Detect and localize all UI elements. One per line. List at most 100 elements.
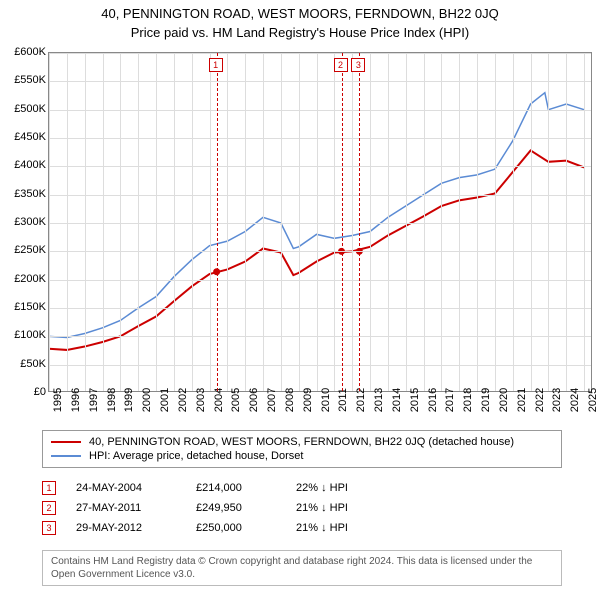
gridline-v	[210, 53, 211, 391]
x-axis-label: 1996	[70, 388, 82, 412]
sales-pct: 22% ↓ HPI	[296, 482, 396, 494]
sales-price: £250,000	[196, 522, 276, 534]
gridline-v	[49, 53, 50, 391]
gridline-v	[85, 53, 86, 391]
y-axis-label: £600K	[2, 46, 46, 58]
gridline-h	[49, 365, 591, 366]
gridline-h	[49, 223, 591, 224]
sales-row: 2 27-MAY-2011 £249,950 21% ↓ HPI	[42, 498, 396, 518]
marker-box-1: 1	[209, 58, 223, 72]
gridline-v	[227, 53, 228, 391]
x-axis-label: 2003	[195, 388, 207, 412]
x-axis-label: 2016	[427, 388, 439, 412]
gridline-v	[531, 53, 532, 391]
legend-row-1: 40, PENNINGTON ROAD, WEST MOORS, FERNDOW…	[51, 435, 553, 449]
gridline-v	[441, 53, 442, 391]
x-axis-label: 2025	[587, 388, 599, 412]
x-axis-label: 1999	[123, 388, 135, 412]
gridline-v	[513, 53, 514, 391]
marker-line	[342, 53, 343, 391]
sales-num-box: 3	[42, 521, 56, 535]
gridline-v	[370, 53, 371, 391]
x-axis-label: 2020	[498, 388, 510, 412]
legend-line-red	[51, 441, 81, 443]
y-axis-label: £500K	[2, 103, 46, 115]
gridline-v	[192, 53, 193, 391]
gridline-v	[120, 53, 121, 391]
gridline-v	[495, 53, 496, 391]
x-axis-label: 1998	[106, 388, 118, 412]
gridline-v	[138, 53, 139, 391]
gridline-v	[424, 53, 425, 391]
x-axis-label: 2018	[462, 388, 474, 412]
y-axis-label: £100K	[2, 329, 46, 341]
x-axis-label: 2019	[480, 388, 492, 412]
gridline-v	[406, 53, 407, 391]
gridline-h	[49, 251, 591, 252]
gridline-v	[174, 53, 175, 391]
gridline-h	[49, 308, 591, 309]
sales-pct: 21% ↓ HPI	[296, 522, 396, 534]
x-axis-label: 2017	[444, 388, 456, 412]
marker-line	[359, 53, 360, 391]
sales-num-box: 2	[42, 501, 56, 515]
x-axis-label: 2001	[159, 388, 171, 412]
y-axis-label: £300K	[2, 216, 46, 228]
chart-container: 40, PENNINGTON ROAD, WEST MOORS, FERNDOW…	[0, 0, 600, 590]
sales-pct: 21% ↓ HPI	[296, 502, 396, 514]
gridline-v	[548, 53, 549, 391]
plot-svg	[49, 53, 591, 391]
gridline-v	[281, 53, 282, 391]
gridline-v	[477, 53, 478, 391]
footer-note: Contains HM Land Registry data © Crown c…	[42, 550, 562, 586]
marker-box-2: 2	[334, 58, 348, 72]
marker-box-3: 3	[351, 58, 365, 72]
legend-label-2: HPI: Average price, detached house, Dors…	[89, 450, 303, 462]
x-axis-label: 1995	[52, 388, 64, 412]
y-axis-label: £200K	[2, 273, 46, 285]
sales-price: £249,950	[196, 502, 276, 514]
gridline-v	[263, 53, 264, 391]
y-axis-label: £400K	[2, 159, 46, 171]
y-axis-label: £450K	[2, 131, 46, 143]
sales-row: 124-MAY-2004£214,00022% ↓ HPI	[42, 478, 396, 498]
marker-line	[217, 53, 218, 391]
gridline-v	[299, 53, 300, 391]
x-axis-label: 2002	[177, 388, 189, 412]
gridline-h	[49, 53, 591, 54]
x-axis-label: 2006	[248, 388, 260, 412]
chart-title: 40, PENNINGTON ROAD, WEST MOORS, FERNDOW…	[0, 0, 600, 23]
x-axis-label: 2007	[266, 388, 278, 412]
gridline-v	[103, 53, 104, 391]
gridline-h	[49, 336, 591, 337]
x-axis-label: 2008	[284, 388, 296, 412]
x-axis-label: 2010	[320, 388, 332, 412]
gridline-v	[584, 53, 585, 391]
x-axis-label: 2012	[355, 388, 367, 412]
sales-row: 329-MAY-2012£250,00021% ↓ HPI	[42, 518, 396, 538]
x-axis-label: 2013	[373, 388, 385, 412]
y-axis-label: £350K	[2, 188, 46, 200]
plot-area	[48, 52, 592, 392]
gridline-h	[49, 280, 591, 281]
x-axis-label: 2011	[337, 388, 349, 412]
sales-date: 24-MAY-2004	[76, 482, 176, 494]
x-axis-label: 2000	[141, 388, 153, 412]
gridline-h	[49, 110, 591, 111]
sales-table: 124-MAY-2004£214,00022% ↓ HPI 2 27-MAY-201…	[42, 478, 396, 538]
x-axis-label: 2014	[391, 388, 403, 412]
gridline-v	[352, 53, 353, 391]
y-axis-label: £250K	[2, 244, 46, 256]
gridline-v	[334, 53, 335, 391]
gridline-v	[245, 53, 246, 391]
chart-subtitle: Price paid vs. HM Land Registry's House …	[0, 23, 600, 40]
x-axis-label: 2009	[302, 388, 314, 412]
legend-row-2: HPI: Average price, detached house, Dors…	[51, 449, 553, 463]
x-axis-label: 2022	[534, 388, 546, 412]
sales-date: 27-MAY-2011	[76, 502, 176, 514]
gridline-v	[388, 53, 389, 391]
legend-label-1: 40, PENNINGTON ROAD, WEST MOORS, FERNDOW…	[89, 436, 514, 448]
x-axis-label: 2005	[230, 388, 242, 412]
gridline-h	[49, 166, 591, 167]
x-axis-label: 2021	[516, 388, 528, 412]
